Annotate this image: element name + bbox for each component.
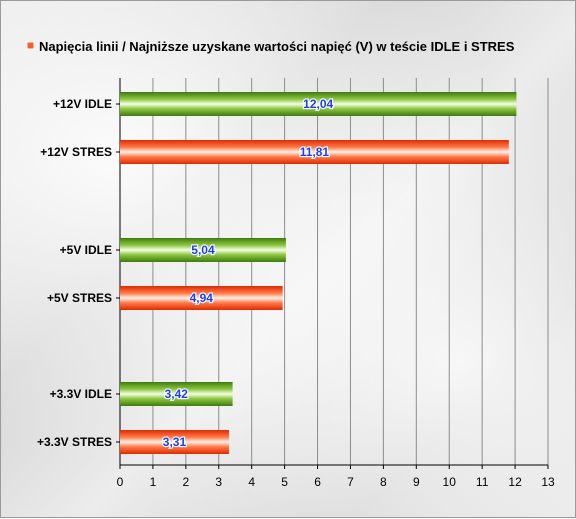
tick-label-x-7: 7	[347, 475, 354, 489]
tick-label-x-8: 8	[380, 475, 387, 489]
grid-lines	[152, 78, 549, 465]
bar-4	[120, 382, 233, 406]
tick-label-x-4: 4	[248, 475, 255, 489]
category-label-2: +5V IDLE	[60, 243, 112, 257]
legend-swatch	[26, 41, 35, 50]
tick-label-x-0: 0	[117, 475, 124, 489]
tick-label-x-10: 10	[443, 475, 457, 489]
chart-legend: Napięcia linii / Najniższe uzyskane wart…	[26, 39, 515, 54]
category-label-1: +12V STRES	[40, 145, 112, 159]
bar-3	[120, 286, 283, 310]
tick-label-x-2: 2	[183, 475, 190, 489]
labels: 0 1 2 3 4 5 6 7 8 9 10 11 12 13+12V IDLE 12,04+12V STR…	[37, 96, 555, 489]
tick-label-x-1: 1	[150, 475, 157, 489]
tick-label-x-3: 3	[215, 475, 222, 489]
bar-0	[120, 92, 517, 116]
tick-label-x-12: 12	[508, 475, 522, 489]
tick-label-x-6: 6	[314, 475, 321, 489]
data-label-3: 4,94	[190, 291, 214, 305]
bars	[120, 92, 517, 454]
tick-label-x-9: 9	[413, 475, 420, 489]
data-label-2: 5,04	[191, 243, 215, 257]
axes	[116, 78, 549, 469]
category-label-5: +3.3V STRES	[37, 435, 112, 449]
bar-2	[120, 238, 286, 262]
data-label-5: 3,31	[163, 435, 187, 449]
data-label-4: 3,42	[165, 387, 189, 401]
category-label-3: +5V STRES	[47, 291, 112, 305]
data-label-0: 12,04	[303, 97, 333, 111]
tick-label-x-11: 11	[476, 475, 489, 489]
tick-label-x-13: 13	[541, 475, 555, 489]
tick-label-x-5: 5	[281, 475, 288, 489]
bar-1	[120, 140, 509, 164]
category-label-4: +3.3V IDLE	[50, 387, 112, 401]
bar-5	[120, 430, 229, 454]
legend-label: Napięcia linii / Najniższe uzyskane wart…	[39, 39, 515, 54]
category-label-0: +12V IDLE	[53, 97, 112, 111]
data-label-1: 11,81	[300, 145, 330, 159]
